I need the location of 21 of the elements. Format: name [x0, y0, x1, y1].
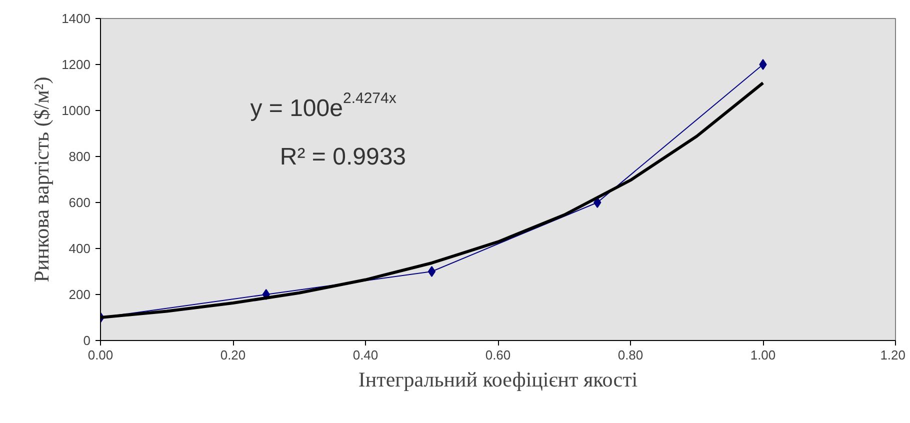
y-tick-label: 1000: [62, 103, 90, 118]
annotation: R² = 0.9933: [280, 143, 406, 170]
x-tick-label: 0.20: [220, 348, 246, 362]
y-tick-label: 0: [83, 333, 91, 348]
x-tick-label: 0.40: [352, 348, 378, 362]
x-tick-label: 1.00: [750, 348, 776, 362]
y-tick-label: 800: [68, 149, 91, 164]
y-tick-label: 200: [68, 287, 91, 302]
y-tick-label: 1400: [62, 11, 90, 26]
point: [428, 266, 436, 277]
y-axis-title: Ринкова вартість ($/м²): [30, 76, 54, 282]
point: [594, 197, 602, 208]
x-tick-label: 0.00: [88, 348, 114, 362]
x-tick-label: 1.20: [880, 348, 906, 362]
y-tick-label: 400: [68, 241, 91, 256]
y-tick-label: 1200: [62, 57, 90, 72]
x-tick-label: 0.60: [485, 348, 511, 362]
x-tick-label: 0.80: [618, 348, 644, 362]
point: [759, 59, 767, 70]
y-tick-label: 600: [68, 195, 91, 210]
x-axis-title: Інтегральний коефіцієнт якості: [358, 368, 638, 392]
